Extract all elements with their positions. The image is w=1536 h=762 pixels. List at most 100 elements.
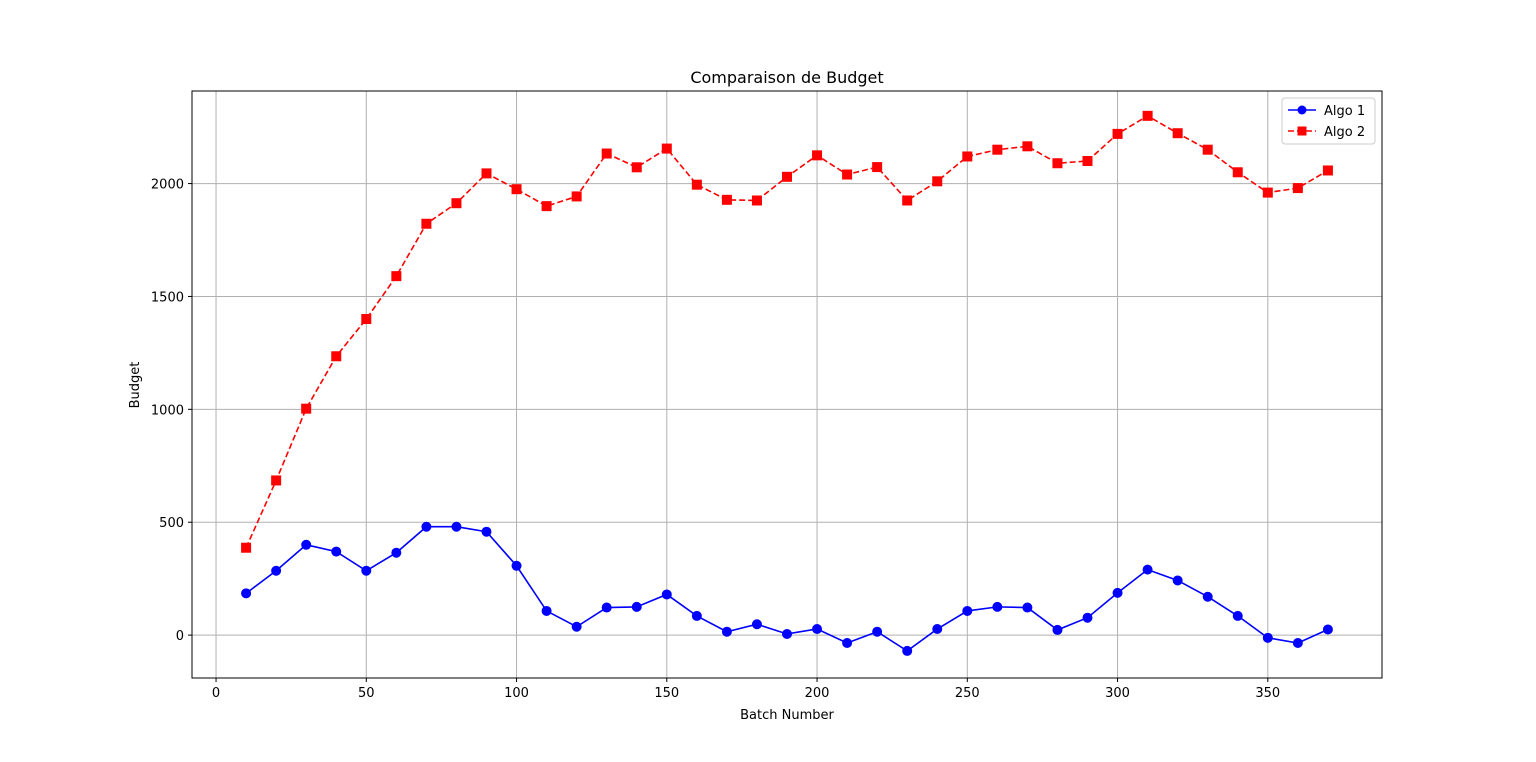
data-point <box>751 195 762 206</box>
data-point <box>1052 624 1063 635</box>
data-point <box>691 179 702 190</box>
data-point <box>421 521 432 532</box>
data-point <box>1112 128 1123 139</box>
x-axis-label: Batch Number <box>740 708 834 723</box>
data-point <box>601 148 612 159</box>
data-point <box>1262 187 1273 198</box>
data-point <box>902 645 913 656</box>
data-point <box>992 601 1003 612</box>
legend-label-algo-2: Algo 2 <box>1324 125 1365 140</box>
series-algo-2 <box>241 110 1333 553</box>
data-point <box>301 539 312 550</box>
data-point <box>421 218 432 229</box>
data-point <box>1232 167 1243 178</box>
x-tick-label: 50 <box>358 686 375 701</box>
data-point <box>782 171 792 182</box>
y-axis-ticks: 0 500 1000 1500 2000 <box>151 178 192 644</box>
data-point <box>1022 141 1033 152</box>
data-point <box>331 546 342 557</box>
series-algo-1 <box>241 521 1333 656</box>
data-point <box>1292 183 1303 194</box>
data-point <box>601 602 612 613</box>
data-point <box>1292 638 1303 649</box>
data-point <box>1172 575 1183 586</box>
data-point <box>932 176 943 187</box>
data-point <box>541 605 552 616</box>
x-tick-label: 250 <box>955 686 980 701</box>
data-point <box>1142 110 1153 121</box>
data-point <box>842 169 853 180</box>
data-point <box>782 628 792 639</box>
x-tick-label: 200 <box>805 686 830 701</box>
data-point <box>872 162 883 173</box>
legend-label-algo-1: Algo 1 <box>1324 104 1365 119</box>
plot-frame <box>191 90 1383 679</box>
y-tick-label: 1000 <box>151 403 184 418</box>
data-point <box>1082 612 1093 623</box>
data-point <box>1112 587 1123 598</box>
data-point <box>241 542 252 553</box>
data-point <box>511 184 522 195</box>
data-point <box>751 619 762 630</box>
data-point <box>631 601 642 612</box>
data-point <box>271 475 282 486</box>
data-point <box>571 191 582 202</box>
data-point <box>1052 158 1063 169</box>
data-point <box>1202 144 1213 155</box>
y-tick-label: 1500 <box>151 290 184 305</box>
data-point <box>661 143 672 154</box>
data-point <box>1322 624 1333 635</box>
data-point <box>962 605 973 616</box>
data-point <box>661 589 672 600</box>
data-point <box>451 521 462 532</box>
legend: Algo 1 Algo 2 <box>1281 97 1376 145</box>
data-point <box>812 150 823 161</box>
data-point <box>1232 610 1243 621</box>
data-point <box>451 198 462 209</box>
data-point <box>1142 564 1153 575</box>
x-tick-label: 300 <box>1105 686 1130 701</box>
data-point <box>391 271 402 282</box>
data-point <box>571 621 582 632</box>
data-point <box>992 144 1003 155</box>
data-point <box>1082 155 1093 166</box>
data-point <box>691 610 702 621</box>
legend-marker-algo-1 <box>1297 105 1307 115</box>
y-tick-label: 0 <box>176 629 184 644</box>
data-point <box>1322 165 1333 176</box>
data-point <box>391 547 402 558</box>
x-tick-label: 0 <box>212 686 220 701</box>
data-point <box>511 560 522 571</box>
data-point <box>271 565 282 576</box>
data-point <box>812 624 823 635</box>
data-point <box>481 168 492 179</box>
x-tick-label: 350 <box>1255 686 1280 701</box>
data-point <box>241 588 252 599</box>
data-point <box>872 626 883 637</box>
x-tick-label: 100 <box>504 686 529 701</box>
data-point <box>721 626 732 637</box>
y-tick-label: 500 <box>159 516 184 531</box>
y-tick-label: 2000 <box>151 178 184 193</box>
chart-title: Comparaison de Budget <box>690 68 883 87</box>
x-axis-ticks: 0 50 100 150 200 250 300 350 <box>212 678 1280 701</box>
data-point <box>541 201 552 212</box>
data-point <box>902 195 913 206</box>
y-axis-label: Budget <box>128 362 143 409</box>
data-point <box>1262 632 1273 643</box>
data-point <box>481 526 492 537</box>
legend-marker-algo-2 <box>1297 126 1307 136</box>
data-point <box>361 565 372 576</box>
data-point <box>361 314 372 325</box>
data-point <box>331 351 342 362</box>
data-point <box>1202 591 1213 602</box>
data-point <box>721 194 732 205</box>
data-point <box>962 151 973 162</box>
data-point <box>1172 128 1183 139</box>
data-point <box>301 403 312 414</box>
data-point <box>932 624 943 635</box>
series-layer <box>241 110 1333 656</box>
data-point <box>842 638 853 649</box>
x-tick-label: 150 <box>654 686 679 701</box>
